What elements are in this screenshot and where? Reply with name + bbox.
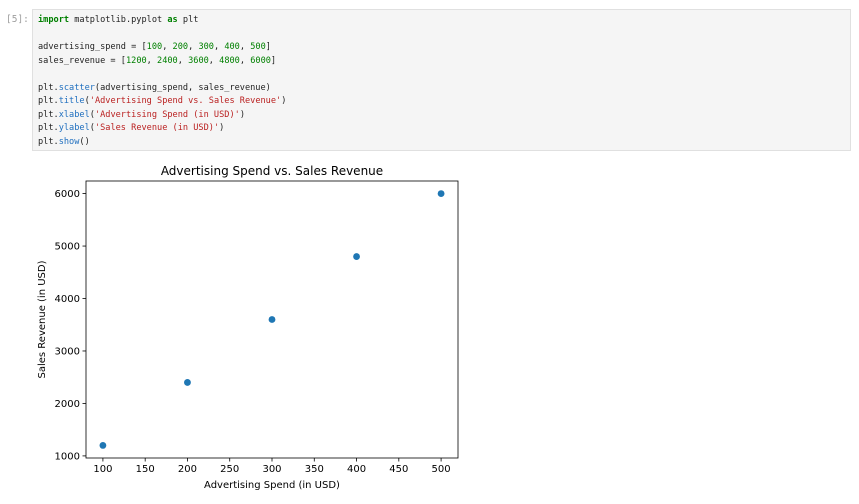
code-token: 'Advertising Spend vs. Sales Revenue' <box>89 96 282 107</box>
x-tick-label: 250 <box>220 464 239 475</box>
code-token: ) <box>239 109 245 120</box>
code-token: plt <box>177 15 199 25</box>
code-cell[interactable]: import matplotlib.pyplot as plt advertisi… <box>32 9 851 151</box>
y-tick-label: 1000 <box>55 451 80 462</box>
code-token: scatter <box>58 82 95 93</box>
x-tick-label: 150 <box>136 464 155 475</box>
code-token: ) <box>281 96 287 107</box>
code-token: 4800 <box>219 55 240 66</box>
code-token: , <box>177 55 189 66</box>
code-token: 3600 <box>188 55 209 66</box>
code-token: plt. <box>38 96 59 107</box>
y-tick-label: 3000 <box>55 346 80 357</box>
code-token: , <box>162 42 173 53</box>
x-tick-label: 100 <box>93 464 112 475</box>
y-tick-label: 4000 <box>55 294 80 305</box>
code-line <box>38 68 286 82</box>
code-token: 1200 <box>125 55 147 66</box>
code-token: import <box>38 15 70 25</box>
code-token: 200 <box>172 42 189 53</box>
code-token: 300 <box>198 42 214 53</box>
code-token: , <box>208 55 220 66</box>
code-token: xlabel <box>58 109 90 120</box>
code-token: (advertising_spend, sales_revenue) <box>94 82 271 93</box>
code-token: as <box>167 15 178 25</box>
code-token: advertising_spend = [ <box>38 42 147 53</box>
code-line: plt.title('Advertising Spend vs. Sales R… <box>38 95 286 109</box>
code-token: 400 <box>224 42 240 53</box>
code-token: 'Advertising Spend (in USD)' <box>94 109 240 120</box>
code-token: ( <box>89 123 95 134</box>
code-token: , <box>146 55 158 66</box>
code-token: plt. <box>38 82 59 93</box>
code-token: plt. <box>38 123 59 134</box>
code-token: ( <box>89 109 95 120</box>
y-axis-ticks: 1000 2000 3000 4000 5000 6000 <box>55 189 86 462</box>
code-line: plt.scatter(advertising_spend, sales_rev… <box>38 82 286 96</box>
x-tick-label: 350 <box>305 464 324 475</box>
x-tick-label: 400 <box>347 464 366 475</box>
code-line: sales_revenue = [1200, 2400, 3600, 4800,… <box>38 55 286 69</box>
code-line <box>38 28 286 42</box>
data-point <box>268 316 276 323</box>
data-point <box>99 442 107 449</box>
code-token: plt. <box>38 109 59 120</box>
x-tick-label: 300 <box>262 464 281 475</box>
code-line: advertising_spend = [100, 200, 300, 400,… <box>38 41 286 55</box>
data-point <box>437 190 445 197</box>
code-token: () <box>79 136 90 147</box>
code-token: plt. <box>38 136 59 147</box>
code-token: 2400 <box>157 55 178 66</box>
code-token: title <box>58 96 85 107</box>
code-token: show <box>58 136 80 147</box>
x-axis-label: Advertising Spend (in USD) <box>204 480 340 491</box>
code-token: ylabel <box>58 123 90 134</box>
code-line: plt.ylabel('Sales Revenue (in USD)') <box>38 122 286 136</box>
y-axis-label: Sales Revenue (in USD) <box>37 260 48 378</box>
data-points <box>99 190 445 449</box>
code-token: , <box>239 42 251 53</box>
x-axis-ticks: 100 150 200 250 300 350 400 450 500 <box>93 458 451 475</box>
cell-prompt: [5]: <box>6 14 29 25</box>
code-token: 'Sales Revenue (in USD)' <box>94 123 220 134</box>
code-token: sales_revenue = [ <box>38 55 126 66</box>
plot-frame <box>85 180 459 459</box>
cell-output: Advertising Spend vs. Sales Revenue 1000… <box>32 156 472 500</box>
code-token: matplotlib.pyplot <box>69 15 168 25</box>
y-tick-label: 5000 <box>55 242 80 253</box>
code-token: 6000 <box>250 55 271 66</box>
code-token: , <box>213 42 225 53</box>
data-point <box>184 379 191 386</box>
code-token: , <box>239 55 251 66</box>
y-tick-label: 2000 <box>55 399 80 410</box>
code-editor[interactable]: import matplotlib.pyplot as plt advertisi… <box>38 14 286 149</box>
y-tick-label: 6000 <box>55 189 80 200</box>
code-token: 500 <box>250 42 266 53</box>
scatter-chart: Advertising Spend vs. Sales Revenue 1000… <box>37 164 459 491</box>
code-line: import matplotlib.pyplot as plt <box>38 14 286 28</box>
code-token: ) <box>219 123 225 134</box>
code-token: ( <box>84 96 90 107</box>
code-line: plt.show() <box>38 136 286 150</box>
x-tick-label: 200 <box>178 464 197 475</box>
code-line: plt.xlabel('Advertising Spend (in USD)') <box>38 109 286 123</box>
chart-title: Advertising Spend vs. Sales Revenue <box>161 164 383 178</box>
data-point <box>353 253 360 260</box>
code-token: , <box>188 42 199 53</box>
code-token: ] <box>270 55 277 66</box>
x-tick-label: 450 <box>389 464 408 475</box>
x-tick-label: 500 <box>432 464 451 475</box>
code-token: ] <box>265 42 271 53</box>
code-token: 100 <box>146 42 163 53</box>
